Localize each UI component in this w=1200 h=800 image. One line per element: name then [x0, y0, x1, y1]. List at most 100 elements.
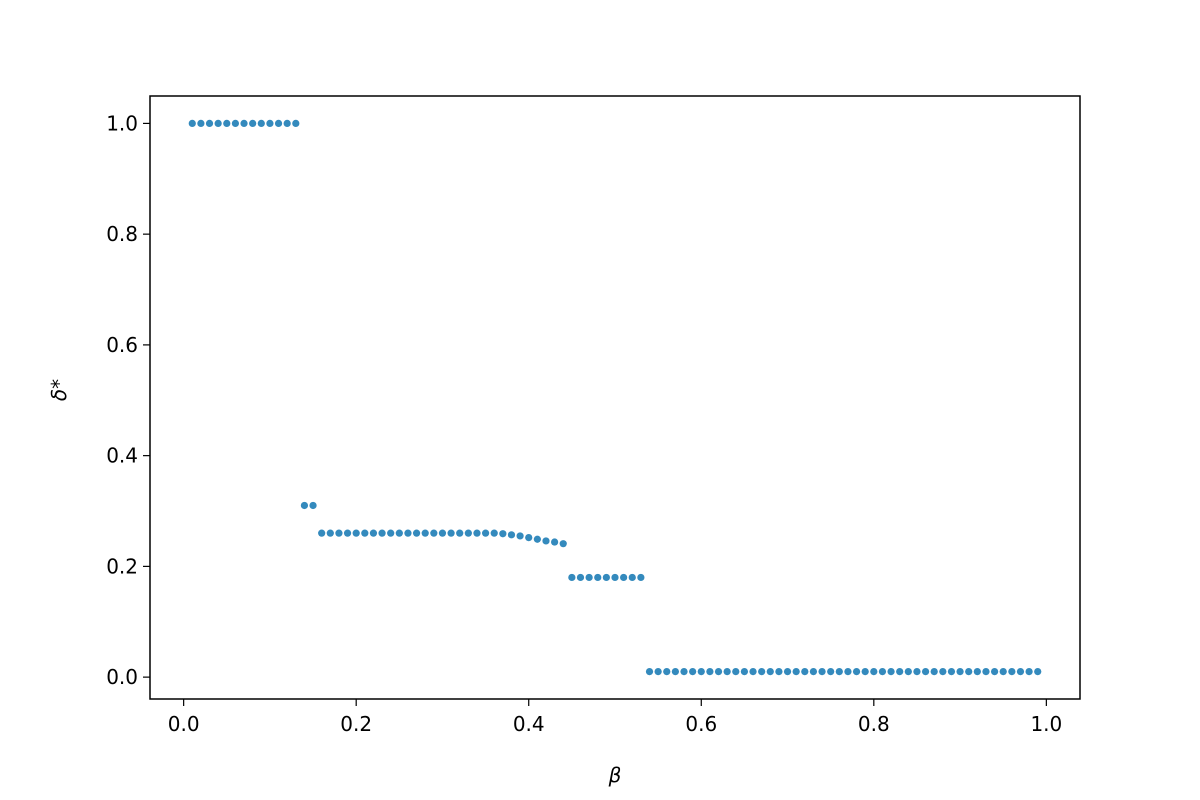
- scatter-point: [456, 529, 464, 537]
- scatter-point: [947, 667, 956, 676]
- scatter-point: [412, 529, 421, 537]
- scatter-point: [326, 529, 334, 537]
- scatter-point: [369, 529, 378, 537]
- scatter-point: [568, 573, 576, 582]
- y-tick-label: 0.8: [106, 222, 138, 246]
- scatter-point: [689, 667, 697, 676]
- scatter-point: [430, 529, 438, 537]
- y-tick-label: 0.0: [106, 665, 138, 689]
- scatter-point: [481, 529, 490, 537]
- scatter-point: [706, 667, 714, 676]
- scatter-point: [818, 667, 826, 676]
- scatter-point: [732, 667, 740, 676]
- x-tick-label: 0.8: [858, 712, 890, 736]
- y-tick-label: 1.0: [106, 111, 138, 135]
- scatter-point: [404, 529, 412, 537]
- scatter-point: [982, 667, 990, 676]
- scatter-point: [965, 667, 973, 676]
- scatter-point: [637, 573, 645, 582]
- scatter-point: [395, 529, 403, 537]
- scatter-point: [533, 535, 541, 543]
- scatter-point: [628, 573, 636, 582]
- x-tick-label: 0.0: [168, 712, 200, 736]
- scatter-point: [921, 667, 930, 676]
- scatter-point: [654, 667, 662, 676]
- y-tick-label: 0.4: [106, 444, 138, 468]
- scatter-point: [551, 538, 559, 546]
- scatter-point: [1016, 667, 1025, 676]
- scatter-point: [525, 533, 533, 542]
- y-axis-label: δ*: [47, 379, 71, 401]
- scatter-point: [913, 667, 921, 676]
- scatter-point: [775, 667, 783, 676]
- scatter-point: [602, 573, 610, 582]
- scatter-point: [387, 529, 395, 537]
- scatter-point: [1034, 667, 1042, 676]
- scatter-point: [300, 501, 309, 510]
- scatter-point: [939, 667, 947, 676]
- scatter-point: [930, 667, 938, 676]
- scatter-point: [223, 119, 231, 128]
- scatter-point: [723, 667, 731, 676]
- scatter-point: [292, 119, 300, 128]
- scatter-point: [309, 501, 317, 510]
- scatter-point: [361, 529, 369, 537]
- scatter-point: [878, 667, 887, 676]
- scatter-point: [663, 667, 671, 676]
- scatter-point: [240, 119, 248, 128]
- scatter-point: [283, 119, 291, 128]
- scatter-point: [758, 667, 766, 676]
- scatter-point: [257, 119, 265, 128]
- scatter-point: [671, 667, 679, 676]
- scatter-point: [835, 667, 843, 676]
- scatter-point: [896, 667, 904, 676]
- scatter-point: [266, 119, 274, 128]
- scatter-point: [438, 529, 447, 537]
- y-tick-label: 0.6: [106, 333, 138, 357]
- scatter-point: [714, 667, 723, 676]
- scatter-point: [852, 667, 861, 676]
- scatter-point: [620, 573, 628, 582]
- x-axis-label: β: [608, 763, 622, 787]
- scatter-point: [645, 667, 654, 676]
- scatter-point: [585, 573, 593, 582]
- scatter-point: [956, 667, 964, 676]
- x-tick-label: 0.4: [513, 712, 545, 736]
- scatter-point: [559, 540, 567, 548]
- scatter-point: [343, 529, 352, 537]
- scatter-point: [214, 119, 222, 128]
- scatter-point: [904, 667, 912, 676]
- x-tick-label: 0.6: [685, 712, 717, 736]
- scatter-point: [516, 532, 524, 540]
- scatter-point: [870, 667, 878, 676]
- scatter-point: [611, 573, 619, 582]
- scatter-point: [542, 537, 550, 545]
- x-tick-label: 0.2: [340, 712, 372, 736]
- scatter-point: [188, 119, 196, 128]
- scatter-point: [378, 529, 386, 537]
- x-tick-label: 1.0: [1030, 712, 1062, 736]
- scatter-point: [680, 667, 688, 676]
- plot-frame: [149, 95, 1081, 700]
- scatter-point: [464, 529, 472, 537]
- scatter-point: [1025, 667, 1033, 676]
- scatter-point: [594, 573, 602, 582]
- scatter-point: [697, 667, 705, 676]
- scatter-point: [999, 667, 1007, 676]
- scatter-point: [490, 529, 498, 537]
- scatter-point: [352, 529, 360, 537]
- scatter-point: [576, 573, 585, 582]
- scatter-point: [809, 667, 818, 676]
- scatter-point: [197, 119, 205, 128]
- scatter-point: [205, 119, 214, 128]
- scatter-point: [844, 667, 852, 676]
- scatter-point: [827, 667, 835, 676]
- scatter-point: [421, 529, 429, 537]
- scatter-point: [473, 529, 481, 537]
- scatter-point: [274, 119, 283, 128]
- scatter-point: [1008, 667, 1016, 676]
- scatter-point: [792, 667, 800, 676]
- scatter-point: [887, 667, 895, 676]
- scatter-point: [801, 667, 809, 676]
